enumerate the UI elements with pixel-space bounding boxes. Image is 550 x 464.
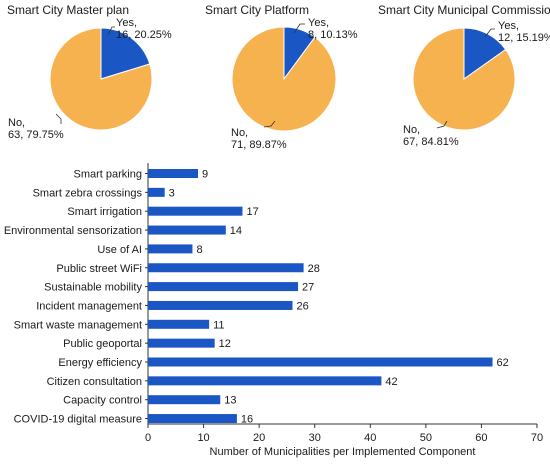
- pie-slice-yes: [100, 27, 151, 80]
- pie-slice-no: [49, 27, 153, 131]
- x-tick-label: 30: [309, 432, 321, 444]
- bar: [148, 414, 237, 424]
- x-tick-label: 0: [145, 432, 151, 444]
- pie-slice-label: No,: [8, 117, 25, 129]
- pie-slice-label: No,: [231, 127, 248, 139]
- pie-slice-no: [412, 27, 516, 131]
- bar: [148, 206, 243, 216]
- category-label: Sustainable mobility: [44, 282, 142, 294]
- bar: [148, 395, 221, 405]
- category-label: Smart irrigation: [67, 206, 142, 218]
- category-label: Citizen consultation: [47, 376, 142, 388]
- bar: [148, 282, 299, 292]
- pie-slice-label: 8, 10.13%: [308, 29, 358, 41]
- pie-slice-no: [231, 26, 337, 132]
- pie-slice-label: No,: [403, 124, 420, 136]
- pie-slice-label: Yes,: [308, 17, 329, 29]
- bar-value-label: 11: [213, 319, 224, 331]
- bar-value-label: 17: [246, 206, 258, 218]
- category-label: Public street WiFi: [56, 263, 142, 275]
- pie-slice-label: 63, 79.75%: [8, 129, 64, 141]
- bar: [148, 187, 165, 197]
- category-label: Use of AI: [97, 244, 142, 256]
- bar-value-label: 13: [224, 395, 236, 407]
- bar-value-label: 3: [169, 187, 175, 199]
- pie-leader-line: [484, 28, 495, 38]
- x-axis-title: Number of Municipalities per Implemented…: [210, 446, 476, 458]
- bar: [148, 319, 210, 329]
- x-tick-label: 60: [475, 432, 487, 444]
- category-label: Smart zebra crossings: [33, 187, 143, 199]
- pie-leader-line: [107, 26, 115, 36]
- bar: [148, 338, 215, 348]
- pie-slice-label: Yes,: [498, 20, 519, 32]
- bar: [148, 300, 293, 310]
- x-tick-label: 20: [253, 432, 265, 444]
- category-label: Smart waste management: [14, 319, 142, 331]
- category-label: Capacity control: [63, 395, 142, 407]
- pie-leader-line: [263, 120, 276, 128]
- pie-leader-line: [293, 23, 305, 34]
- bar: [148, 357, 493, 367]
- bar: [148, 169, 199, 178]
- pie-slice-label: 71, 89.87%: [231, 139, 287, 151]
- bar-value-label: 9: [202, 169, 208, 181]
- x-tick-label: 40: [364, 432, 376, 444]
- bar-value-label: 26: [296, 300, 308, 312]
- pie-leader-line: [55, 113, 62, 124]
- bar-value-label: 8: [196, 244, 202, 256]
- x-tick-label: 10: [197, 432, 209, 444]
- category-label: Smart parking: [74, 169, 142, 181]
- bar-value-label: 16: [241, 414, 253, 426]
- bar-value-label: 12: [219, 338, 231, 350]
- bar: [148, 376, 382, 386]
- category-label: Incident management: [36, 300, 142, 312]
- pie-title: Smart City Master plan: [7, 3, 129, 17]
- pie-slice-label: 67, 84.81%: [403, 136, 459, 148]
- pie-leader-line: [436, 120, 448, 129]
- pie-slice-label: 12, 15.19%: [498, 32, 550, 44]
- x-tick-label: 50: [420, 432, 432, 444]
- category-label: Public geoportal: [63, 338, 142, 350]
- pie-slice-label: 16, 20.25%: [116, 29, 172, 41]
- x-tick-label: 70: [531, 432, 543, 444]
- bar: [148, 244, 193, 254]
- bar: [148, 225, 226, 235]
- bar-value-label: 62: [497, 357, 509, 369]
- bar-value-label: 27: [302, 282, 314, 294]
- category-label: COVID-19 digital measure: [14, 414, 142, 426]
- pie-title: Smart City Platform: [205, 3, 309, 17]
- bar-value-label: 14: [230, 225, 242, 237]
- pie-slice-label: Yes,: [116, 17, 137, 29]
- bar-value-label: 42: [385, 376, 397, 388]
- bar: [148, 263, 304, 273]
- category-label: Energy efficiency: [58, 357, 142, 369]
- pie-title: Smart City Municipal Commission: [378, 3, 550, 17]
- category-label: Environmental sensorization: [4, 225, 142, 237]
- bar-value-label: 28: [308, 263, 320, 275]
